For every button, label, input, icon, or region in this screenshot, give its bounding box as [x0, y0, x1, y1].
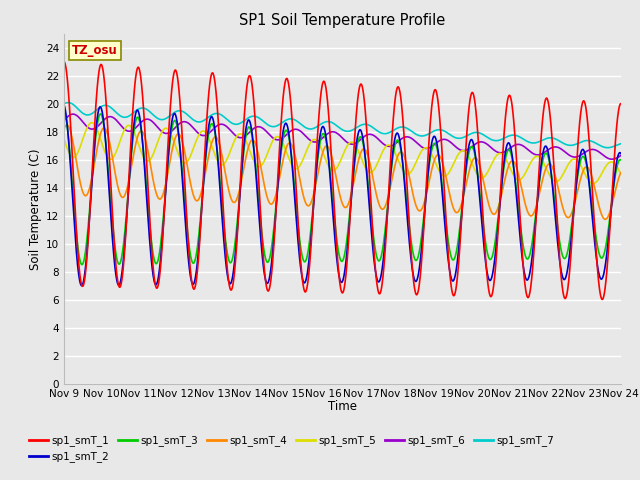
sp1_smT_1 — [440, 183, 448, 189]
X-axis label: Time: Time — [328, 400, 357, 413]
sp1_smT_5 — [287, 161, 295, 167]
Title: SP1 Soil Temperature Profile: SP1 Soil Temperature Profile — [239, 13, 445, 28]
Line: sp1_smT_6: sp1_smT_6 — [64, 114, 621, 159]
sp1_smT_7 — [287, 116, 295, 122]
sp1_smT_3 — [287, 153, 295, 159]
sp1_smT_7 — [65, 100, 72, 106]
sp1_smT_5 — [88, 120, 95, 125]
sp1_smT_5 — [179, 159, 187, 165]
sp1_smT_7 — [92, 108, 100, 113]
sp1_smT_1 — [290, 146, 298, 152]
sp1_smT_3 — [440, 204, 448, 210]
Line: sp1_smT_2: sp1_smT_2 — [64, 105, 621, 286]
sp1_smT_2 — [60, 102, 68, 108]
sp1_smT_2 — [287, 155, 295, 160]
sp1_smT_1 — [287, 105, 295, 110]
Line: sp1_smT_7: sp1_smT_7 — [64, 103, 621, 148]
sp1_smT_4 — [60, 126, 68, 132]
sp1_smT_7 — [291, 117, 298, 122]
sp1_smT_2 — [291, 189, 298, 195]
sp1_smT_1 — [598, 297, 606, 302]
Line: sp1_smT_4: sp1_smT_4 — [64, 125, 621, 219]
sp1_smT_5 — [60, 136, 68, 142]
sp1_smT_7 — [60, 101, 68, 107]
sp1_smT_3 — [179, 179, 187, 184]
sp1_smT_5 — [92, 125, 100, 131]
sp1_smT_6 — [69, 111, 77, 117]
sp1_smT_6 — [608, 156, 616, 162]
sp1_smT_4 — [63, 122, 70, 128]
sp1_smT_5 — [291, 165, 298, 171]
sp1_smT_3 — [617, 157, 625, 163]
sp1_smT_5 — [589, 180, 597, 186]
sp1_smT_4 — [291, 149, 298, 155]
sp1_smT_4 — [269, 200, 276, 206]
sp1_smT_1 — [268, 263, 276, 269]
Legend: sp1_smT_1, sp1_smT_2, sp1_smT_3, sp1_smT_4, sp1_smT_5, sp1_smT_6, sp1_smT_7: sp1_smT_1, sp1_smT_2, sp1_smT_3, sp1_smT… — [25, 431, 559, 467]
sp1_smT_4 — [602, 216, 609, 222]
sp1_smT_6 — [291, 127, 298, 132]
sp1_smT_4 — [287, 142, 295, 147]
sp1_smT_6 — [617, 153, 625, 158]
sp1_smT_4 — [92, 151, 100, 156]
sp1_smT_2 — [78, 283, 86, 288]
sp1_smT_3 — [269, 237, 276, 242]
sp1_smT_7 — [617, 141, 625, 146]
Y-axis label: Soil Temperature (C): Soil Temperature (C) — [29, 148, 42, 270]
sp1_smT_2 — [179, 188, 187, 193]
sp1_smT_2 — [617, 151, 625, 156]
sp1_smT_4 — [617, 170, 625, 176]
sp1_smT_1 — [617, 101, 625, 107]
sp1_smT_3 — [78, 262, 86, 267]
sp1_smT_4 — [179, 142, 187, 148]
sp1_smT_7 — [604, 145, 612, 151]
sp1_smT_6 — [269, 135, 276, 141]
Line: sp1_smT_1: sp1_smT_1 — [64, 61, 621, 300]
sp1_smT_2 — [440, 216, 448, 222]
sp1_smT_6 — [287, 128, 295, 133]
sp1_smT_5 — [269, 138, 276, 144]
sp1_smT_6 — [92, 125, 100, 131]
sp1_smT_1 — [92, 102, 100, 108]
sp1_smT_5 — [440, 173, 448, 179]
Text: TZ_osu: TZ_osu — [72, 44, 118, 57]
sp1_smT_4 — [440, 167, 448, 173]
sp1_smT_1 — [60, 59, 68, 64]
sp1_smT_2 — [269, 250, 276, 255]
sp1_smT_7 — [179, 109, 187, 115]
Line: sp1_smT_3: sp1_smT_3 — [64, 111, 621, 264]
sp1_smT_2 — [92, 124, 100, 130]
sp1_smT_6 — [179, 119, 187, 125]
sp1_smT_7 — [269, 124, 276, 130]
sp1_smT_5 — [617, 171, 625, 177]
sp1_smT_7 — [440, 128, 448, 134]
sp1_smT_6 — [60, 118, 68, 123]
sp1_smT_3 — [60, 108, 68, 114]
sp1_smT_3 — [291, 181, 298, 187]
sp1_smT_6 — [440, 136, 448, 142]
sp1_smT_3 — [92, 130, 100, 136]
sp1_smT_1 — [179, 144, 187, 150]
Line: sp1_smT_5: sp1_smT_5 — [64, 122, 621, 183]
